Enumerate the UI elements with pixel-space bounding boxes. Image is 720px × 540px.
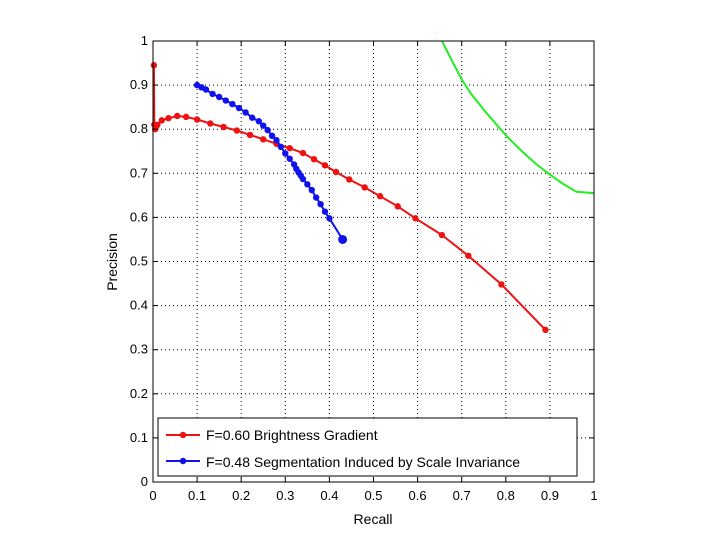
series-0-point [150,62,158,69]
x-tick-label: 0.8 [497,488,515,503]
series-1-point [277,143,285,151]
y-tick-label: 0.5 [130,254,148,269]
grid-lines [153,41,594,482]
legend-box [157,417,578,477]
axis-ticks: 0 0.1 0.2 0.3 0.4 0.5 0.6 0.7 0.8 0.9 1 0 0.1 0.2 0.3 0… [130,33,598,503]
series-0-point [376,193,384,200]
legend-marker-segmentation [179,457,187,465]
series-0-point [220,123,227,131]
series-layer [150,40,595,334]
series-0-point [246,131,254,139]
series-0-point [193,116,201,123]
series-0-point [299,149,307,157]
y-tick-label: 0.3 [130,342,148,357]
x-tick-label: 0.6 [409,488,427,503]
y-tick-label: 0.1 [130,430,148,445]
series-1-point [282,150,289,157]
series-0-point [286,144,293,152]
series-0-point [233,127,240,134]
series-0-point [412,215,419,222]
series-0-point [346,176,353,183]
legend: F=0.60 Brightness Gradient F=0.48 Segmen… [157,417,578,477]
series-0-point [154,121,161,128]
series-0-point [165,114,172,122]
series-1-point [249,114,256,121]
series-1-point [273,137,280,144]
series-1-point [317,200,324,208]
series-1-point [304,181,311,188]
legend-marker-brightness [179,431,187,439]
series-1-point [229,100,236,108]
series-1-point [235,104,243,112]
series-1-point [321,208,329,215]
x-tick-label: 1 [590,488,597,503]
legend-label-segmentation: F=0.48 Segmentation Induced by Scale Inv… [206,454,520,470]
x-tick-label: 0.7 [453,488,471,503]
y-tick-label: 0.7 [130,165,148,180]
series-0-point [321,162,329,169]
series-0-point [260,136,267,143]
y-tick-label: 0.4 [130,298,148,313]
series-1-point [338,234,348,244]
series-0-point [438,231,446,239]
y-tick-label: 1 [141,33,148,48]
y-tick-label: 0.8 [130,121,148,136]
series-1-point [215,93,223,101]
y-axis-label: Precision [104,233,120,291]
series-0-point [207,120,214,127]
series-0-point [332,168,340,176]
y-tick-label: 0.6 [130,209,148,224]
y-tick-label: 0.9 [130,77,148,92]
x-tick-label: 0 [149,488,156,503]
x-tick-label: 0.3 [276,488,294,503]
x-tick-label: 0.2 [232,488,250,503]
x-tick-label: 0.5 [364,488,382,503]
series-0-point [361,184,368,191]
series-0-point [465,252,472,259]
series-0-point [310,155,318,163]
series-0-point [182,113,190,121]
series-line-2 [441,40,595,195]
series-1-point [202,86,210,93]
y-tick-label: 0 [141,474,148,489]
y-tick-label: 0.2 [130,386,148,401]
series-0-point [498,281,505,288]
series-1-point [312,194,320,201]
series-1-point [264,126,271,134]
series-1-point [209,90,216,98]
x-axis-label: Recall [354,511,393,527]
x-tick-label: 0.1 [188,488,206,503]
series-0-point [158,117,166,124]
series-1-point [326,215,333,222]
series-0-point [542,326,549,334]
series-1-point [260,122,267,129]
series-0-point [394,203,401,210]
series-1-point [308,186,315,194]
series-1-point [286,155,293,162]
series-1-point [299,175,307,183]
series-1-point [242,109,249,116]
x-tick-label: 0.4 [320,488,338,503]
legend-label-brightness: F=0.60 Brightness Gradient [206,427,378,443]
series-1-point [255,118,263,125]
series-1-point [222,97,229,104]
series-0-point [174,112,181,120]
x-tick-label: 0.9 [541,488,559,503]
series-1-point [268,132,276,140]
